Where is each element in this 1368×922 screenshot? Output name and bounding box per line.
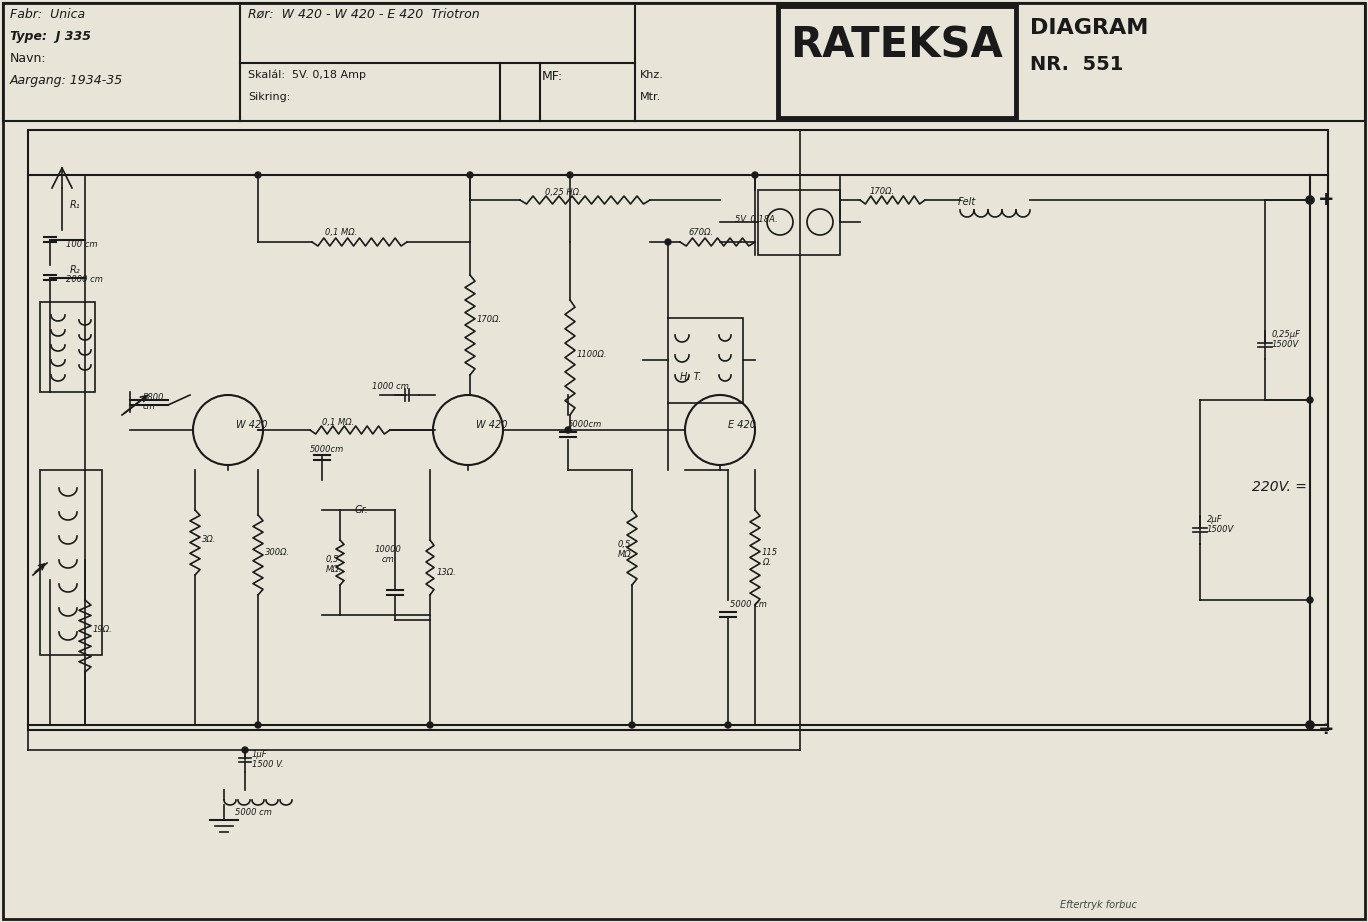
Text: 5000cm: 5000cm	[568, 420, 602, 429]
Circle shape	[1306, 197, 1313, 203]
Circle shape	[629, 722, 635, 728]
Text: 170Ω.: 170Ω.	[477, 315, 502, 324]
Text: 1500V: 1500V	[1272, 340, 1300, 349]
Text: 13Ω.: 13Ω.	[436, 568, 457, 577]
Text: 2000 cm: 2000 cm	[66, 275, 103, 284]
Text: 1500V: 1500V	[1207, 525, 1234, 534]
Text: 5000cm: 5000cm	[311, 445, 345, 454]
Text: DIAGRAM: DIAGRAM	[1030, 18, 1148, 38]
Text: 3Ω.: 3Ω.	[202, 535, 216, 544]
Text: MF:: MF:	[542, 70, 564, 83]
Text: 2μF: 2μF	[1207, 515, 1223, 524]
Text: 670Ω.: 670Ω.	[688, 228, 713, 237]
Text: Navn:: Navn:	[10, 52, 47, 65]
Circle shape	[242, 747, 248, 753]
Text: Rør:  W 420 - W 420 - E 420  Triotron: Rør: W 420 - W 420 - E 420 Triotron	[248, 8, 480, 21]
Circle shape	[752, 172, 758, 178]
Circle shape	[665, 239, 670, 245]
Text: 1500 V.: 1500 V.	[252, 760, 283, 769]
Circle shape	[725, 722, 731, 728]
Text: 5000 cm: 5000 cm	[731, 600, 767, 609]
Text: 115: 115	[762, 548, 778, 557]
Circle shape	[566, 172, 573, 178]
Text: W 420: W 420	[237, 420, 268, 430]
Text: W 420: W 420	[476, 420, 508, 430]
Circle shape	[254, 172, 261, 178]
Text: Sikring:: Sikring:	[248, 92, 290, 102]
Text: 1μF: 1μF	[252, 750, 268, 759]
Text: 0,25μF: 0,25μF	[1272, 330, 1301, 339]
Text: Type:  J 335: Type: J 335	[10, 30, 92, 43]
Text: 1100Ω.: 1100Ω.	[577, 350, 607, 359]
Bar	[3, 3, 1365, 121]
Text: ÷: ÷	[1317, 720, 1335, 739]
Text: 0,5: 0,5	[326, 555, 339, 564]
Text: 5V. 0,18A.: 5V. 0,18A.	[735, 215, 777, 224]
Text: Khz.: Khz.	[640, 70, 663, 80]
Circle shape	[1306, 597, 1313, 603]
Text: R₂: R₂	[70, 265, 81, 275]
Text: Ω.: Ω.	[762, 558, 772, 567]
Text: 10000: 10000	[375, 545, 402, 554]
Circle shape	[466, 172, 473, 178]
Text: Skalál:  5V. 0,18 Amp: Skalál: 5V. 0,18 Amp	[248, 70, 367, 80]
Bar	[27, 130, 1328, 730]
Text: 170Ω.: 170Ω.	[870, 187, 895, 196]
Text: R₁: R₁	[70, 200, 81, 210]
Text: 5000 cm: 5000 cm	[235, 808, 272, 817]
Text: 220V. =: 220V. =	[1252, 480, 1306, 494]
Text: Gr.: Gr.	[356, 505, 369, 515]
Text: 19Ω.: 19Ω.	[93, 625, 112, 634]
Bar	[778, 6, 1016, 118]
Text: Aargang: 1934-35: Aargang: 1934-35	[10, 74, 123, 87]
Text: E 420: E 420	[728, 420, 757, 430]
Text: H. T.: H. T.	[680, 372, 702, 382]
Bar	[758, 190, 840, 255]
Text: NR.  551: NR. 551	[1030, 55, 1123, 74]
Bar	[40, 470, 103, 655]
Text: 5800: 5800	[144, 393, 164, 402]
Circle shape	[427, 722, 434, 728]
Text: Mtr.: Mtr.	[640, 92, 661, 102]
Text: MΩ.: MΩ.	[618, 550, 635, 559]
Text: MΩ.: MΩ.	[326, 565, 342, 574]
Text: +: +	[1317, 190, 1335, 209]
Text: 0,5: 0,5	[618, 540, 632, 549]
Text: 0,25 HΩ.: 0,25 HΩ.	[544, 188, 581, 197]
Text: 0,1 MΩ.: 0,1 MΩ.	[326, 228, 357, 237]
Text: RATEKSA: RATEKSA	[789, 25, 1003, 67]
Text: 0,1 MΩ.: 0,1 MΩ.	[321, 418, 354, 427]
Circle shape	[254, 722, 261, 728]
Circle shape	[1306, 397, 1313, 403]
Text: 100 cm: 100 cm	[66, 240, 97, 249]
Circle shape	[565, 427, 570, 433]
Text: 300Ω.: 300Ω.	[265, 548, 290, 557]
Text: Fabr:  Unica: Fabr: Unica	[10, 8, 85, 21]
Text: Eftertryk forbuc: Eftertryk forbuc	[1060, 900, 1137, 910]
Text: 1000 cm: 1000 cm	[372, 382, 409, 391]
Bar	[668, 318, 743, 403]
Text: cm: cm	[382, 555, 395, 564]
Circle shape	[1306, 722, 1313, 728]
Text: Felt: Felt	[958, 197, 977, 207]
Bar	[40, 302, 94, 392]
Text: cm: cm	[144, 402, 156, 411]
